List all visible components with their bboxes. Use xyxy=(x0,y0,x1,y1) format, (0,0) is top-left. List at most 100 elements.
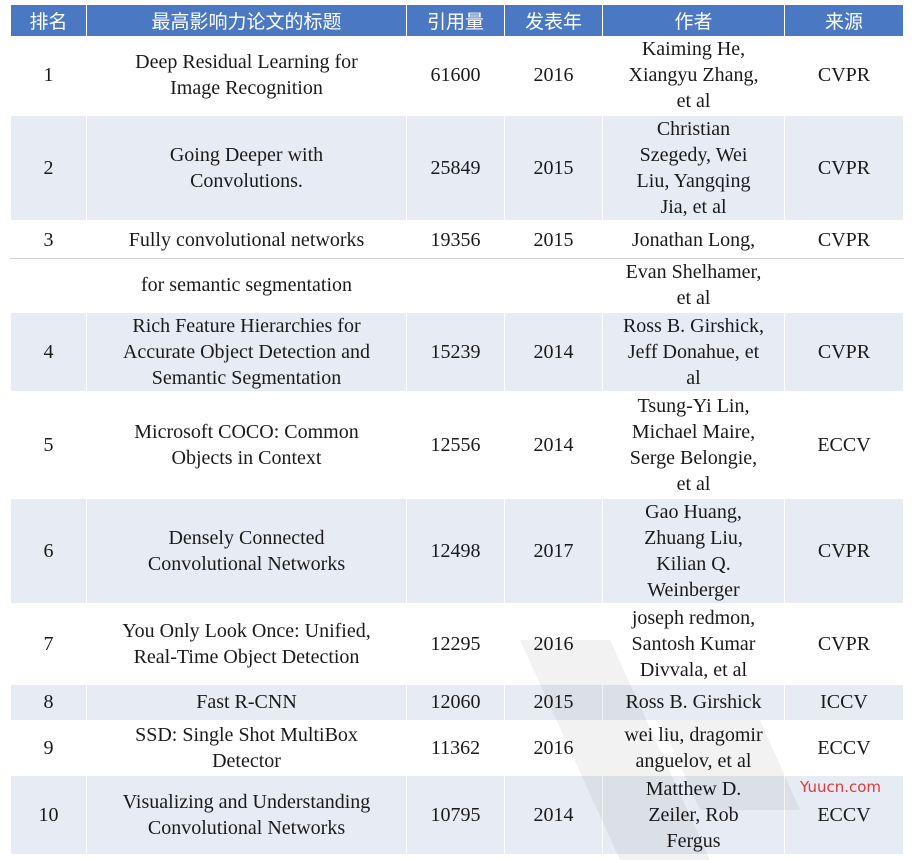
cell-citations: 25849 xyxy=(406,115,505,222)
cell-year: 2015 xyxy=(504,115,603,222)
title-line: Convolutional Networks xyxy=(147,816,346,839)
cell-title: Deep Residual Learning for Image Recognit… xyxy=(86,36,407,116)
cell-rank: 2 xyxy=(10,115,87,222)
title-line: Deep Residual Learning for xyxy=(135,51,358,73)
cell-authors: Evan Shelhamer, et al xyxy=(602,257,785,313)
cell-title: SSD: Single Shot MultiBox Detector xyxy=(86,720,407,776)
cell-year: 2014 xyxy=(504,311,603,393)
authors-line: Michael Maire, xyxy=(631,420,756,443)
header-source: 来源 xyxy=(784,5,904,36)
cell-citations: 12295 xyxy=(406,603,505,685)
cell-source: CVPR xyxy=(784,221,904,259)
cell-source: CVPR xyxy=(784,311,904,393)
cell-authors: Matthew D. Zeiler, Rob Fergus xyxy=(602,774,785,856)
title-line: Convolutional Networks xyxy=(147,552,346,575)
cell-source: CVPR xyxy=(784,603,904,685)
table-row: 10 Visualizing and Understanding Convoluti… xyxy=(10,774,904,856)
cell-citations: 11362 xyxy=(406,720,505,776)
title-line: Visualizing and Understanding xyxy=(122,790,371,813)
cell-title: Rich Feature Hierarchies for Accurate Obj… xyxy=(86,311,407,393)
title-line: Objects in Context xyxy=(171,446,322,469)
cell-authors: Ross B. Girshick, Jeff Donahue, et al xyxy=(602,311,785,393)
authors-line: Ross B. Girshick xyxy=(625,691,762,713)
title-line: Densely Connected xyxy=(168,526,325,549)
header-title: 最高影响力论文的标题 xyxy=(86,5,407,36)
cell-citations: 61600 xyxy=(406,36,505,116)
cell-year: 2016 xyxy=(504,36,603,116)
cell-title: Densely Connected Convolutional Networks xyxy=(86,497,407,605)
cell-authors: Tsung-Yi Lin, Michael Maire, Serge Belongi… xyxy=(602,391,785,499)
authors-line: Divvala, et al xyxy=(639,658,748,681)
authors-line: Matthew D. xyxy=(645,777,742,800)
title-line: Image Recognition xyxy=(170,77,323,99)
cell-title: Fully convolutional networks xyxy=(86,221,407,259)
table-row: 8 Fast R-CNN 12060 2015 Ross B. Girshick ICCV xyxy=(10,683,904,722)
cell-title: Microsoft COCO: Common Objects in Context xyxy=(86,391,407,499)
authors-line: Zhuang Liu, xyxy=(644,526,743,549)
title-line: Semantic Segmentation xyxy=(151,366,342,389)
cell-source: CVPR xyxy=(784,36,904,116)
cell-source: ECCV xyxy=(784,774,904,856)
authors-line: et al xyxy=(676,472,711,495)
table-row: 3 Fully convolutional networks 19356 2015 Jo… xyxy=(10,221,904,259)
title-line: Accurate Object Detection and xyxy=(122,340,371,363)
papers-table: 排名 最高影响力论文的标题 引用量 发表年 作者 来源 1 Deep Residu… xyxy=(10,5,904,856)
cell-citations: 12498 xyxy=(406,497,505,605)
cell-year: 2015 xyxy=(504,683,603,722)
cell-title: for semantic segmentation xyxy=(86,257,407,313)
authors-line: Santosh Kumar xyxy=(631,632,756,655)
table-row: 6 Densely Connected Convolutional Networks… xyxy=(10,497,904,605)
cell-year: 2015 xyxy=(504,221,603,259)
authors-line: Gao Huang, xyxy=(645,500,742,523)
cell-year: 2017 xyxy=(504,497,603,605)
authors-line: et al xyxy=(676,286,711,309)
watermark-text: Yuucn.com xyxy=(800,778,882,796)
title-line: Microsoft COCO: Common xyxy=(134,420,359,443)
cell-authors: Jonathan Long, xyxy=(602,221,785,259)
authors-line: Xiangyu Zhang, xyxy=(628,64,759,86)
table-row: 7 You Only Look Once: Unified, Real-Time O… xyxy=(10,603,904,685)
authors-line: Serge Belongie, xyxy=(629,446,758,469)
title-line: SSD: Single Shot MultiBox xyxy=(135,723,358,746)
cell-rank: 6 xyxy=(10,497,87,605)
cell-citations: 15239 xyxy=(406,311,505,393)
cell-authors: joseph redmon, Santosh Kumar Divvala, et a… xyxy=(602,603,785,685)
authors-line: Fergus xyxy=(666,829,721,852)
cell-source: ECCV xyxy=(784,391,904,499)
header-authors: 作者 xyxy=(602,5,785,36)
cell-citations: 10795 xyxy=(406,774,505,856)
title-line: Detector xyxy=(212,749,281,772)
cell-authors: Gao Huang, Zhuang Liu, Kilian Q. Weinberger xyxy=(602,497,785,605)
authors-line: anguelov, et al xyxy=(635,749,752,772)
title-line: You Only Look Once: Unified, xyxy=(122,619,371,642)
cell-title: Going Deeper with Convolutions. xyxy=(86,115,407,222)
cell-title: Visualizing and Understanding Convolution… xyxy=(86,774,407,856)
header-citations: 引用量 xyxy=(406,5,505,36)
table-body: 1 Deep Residual Learning for Image Recogni… xyxy=(10,36,904,856)
title-line: Going Deeper with xyxy=(169,144,324,166)
cell-rank xyxy=(10,257,87,313)
cell-source: CVPR xyxy=(784,115,904,222)
title-line: Rich Feature Hierarchies for xyxy=(132,314,361,337)
authors-line: Kilian Q. xyxy=(656,552,731,575)
authors-line: et al xyxy=(676,90,711,112)
cell-citations xyxy=(406,257,505,313)
cell-source: CVPR xyxy=(784,497,904,605)
table-row: 5 Microsoft COCO: Common Objects in Contex… xyxy=(10,391,904,499)
cell-authors: wei liu, dragomir anguelov, et al xyxy=(602,720,785,776)
cell-authors: Kaiming He, Xiangyu Zhang, et al xyxy=(602,36,785,116)
header-rank: 排名 xyxy=(10,5,87,36)
table-row: for semantic segmentation Evan Shelhamer,… xyxy=(10,257,904,313)
cell-year: 2016 xyxy=(504,720,603,776)
cell-rank: 5 xyxy=(10,391,87,499)
authors-line: Weinberger xyxy=(647,578,740,601)
cell-title: You Only Look Once: Unified, Real-Time Ob… xyxy=(86,603,407,685)
title-line: Fully convolutional networks xyxy=(128,228,365,251)
cell-source xyxy=(784,257,904,313)
cell-rank: 3 xyxy=(10,221,87,259)
cell-rank: 10 xyxy=(10,774,87,856)
header-row: 排名 最高影响力论文的标题 引用量 发表年 作者 来源 xyxy=(10,5,904,36)
cell-authors: Ross B. Girshick xyxy=(602,683,785,722)
authors-line: Zeiler, Rob xyxy=(648,803,739,826)
table-row: 4 Rich Feature Hierarchies for Accurate Ob… xyxy=(10,311,904,393)
